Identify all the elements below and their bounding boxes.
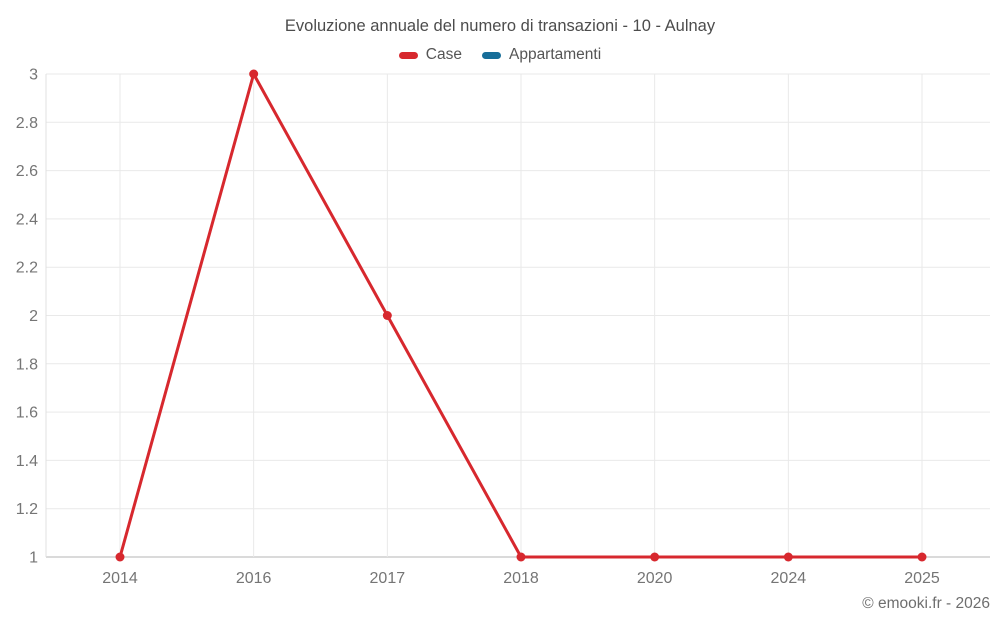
x-tick-label: 2025 — [904, 570, 940, 587]
data-point-case[interactable] — [516, 552, 526, 562]
x-tick-label: 2014 — [102, 570, 138, 587]
legend-label-case: Case — [425, 46, 462, 63]
legend-swatch-appartamenti-icon — [481, 51, 501, 59]
chart-legend: Case Appartamenti — [0, 46, 1000, 64]
y-tick-label: 1 — [29, 550, 38, 567]
data-point-case[interactable] — [917, 552, 927, 562]
data-point-case[interactable] — [650, 552, 660, 562]
data-point-case[interactable] — [249, 69, 259, 79]
y-tick-label: 3 — [29, 67, 38, 84]
y-tick-label: 2.6 — [16, 163, 38, 180]
data-point-case[interactable] — [783, 552, 793, 562]
data-point-case[interactable] — [382, 311, 392, 320]
y-tick-label: 1.6 — [16, 405, 38, 422]
legend-swatch-case-icon — [398, 51, 418, 59]
x-tick-label: 2024 — [771, 570, 807, 587]
copyright-credit: © emooki.fr - 2026 — [862, 595, 990, 612]
y-tick-label: 2 — [29, 308, 38, 325]
x-tick-label: 2020 — [637, 570, 673, 587]
data-point-case[interactable] — [115, 552, 125, 562]
y-tick-label: 2.4 — [16, 211, 38, 228]
x-tick-label: 2018 — [503, 570, 539, 587]
chart-title: Evoluzione annuale del numero di transaz… — [284, 17, 716, 35]
y-tick-label: 1.2 — [16, 501, 38, 518]
y-tick-label: 1.4 — [16, 453, 38, 470]
legend-label-appartamenti: Appartamenti — [508, 46, 602, 63]
x-tick-label: 2017 — [370, 570, 406, 587]
y-tick-label: 2.8 — [16, 115, 38, 132]
legend-item-case[interactable]: Case — [398, 46, 462, 64]
y-tick-label: 2.2 — [16, 260, 38, 277]
x-tick-label: 2016 — [236, 570, 272, 587]
legend-item-appartamenti[interactable]: Appartamenti — [481, 46, 602, 64]
y-tick-label: 1.8 — [16, 356, 38, 373]
